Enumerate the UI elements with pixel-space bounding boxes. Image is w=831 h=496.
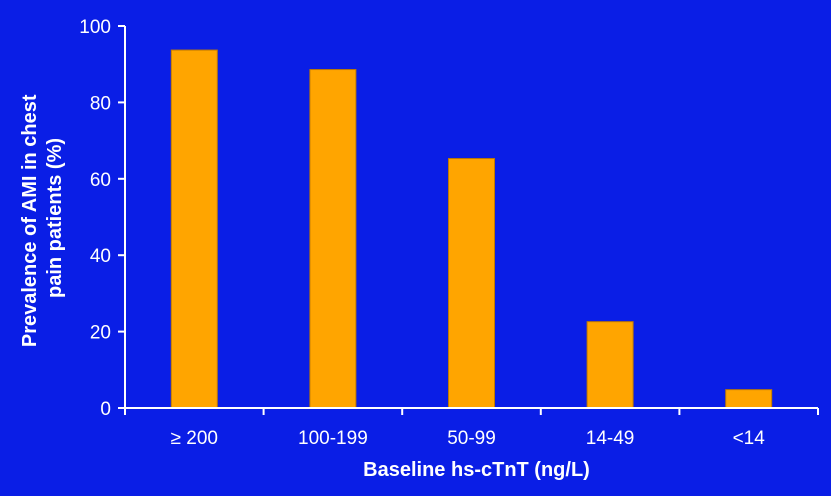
y-tick-label: 20 xyxy=(90,323,111,344)
y-tick-label: 80 xyxy=(90,93,111,114)
bar-series xyxy=(170,49,773,409)
x-tick-label: <14 xyxy=(733,428,766,449)
y-axis-title: Prevalence of AMI in chest pain patients… xyxy=(19,89,66,347)
x-tick-label: ≥ 200 xyxy=(171,428,218,449)
x-tick-label: 50-99 xyxy=(447,428,496,449)
y-tick-label: 40 xyxy=(90,246,111,267)
x-axis-title: Baseline hs-cTnT (ng/L) xyxy=(363,459,590,481)
bar xyxy=(725,389,773,409)
y-tick-label: 100 xyxy=(79,17,111,38)
x-tick-label: 14-49 xyxy=(586,428,635,449)
y-tick-label: 60 xyxy=(90,170,111,191)
bar xyxy=(170,49,218,409)
bar xyxy=(309,69,357,409)
y-axis-title-line-2: pain patients (%) xyxy=(44,138,66,298)
x-tick-label: 100-199 xyxy=(298,428,368,449)
y-axis-ticks: 0 20 40 60 80 100 xyxy=(79,17,125,420)
x-axis-ticks: ≥ 200 100-199 50-99 14-49 <14 xyxy=(124,408,819,449)
y-axis-title-line-1: Prevalence of AMI in chest xyxy=(19,94,41,347)
bar xyxy=(586,321,634,409)
y-tick-label: 0 xyxy=(100,399,111,420)
bar xyxy=(448,158,495,409)
